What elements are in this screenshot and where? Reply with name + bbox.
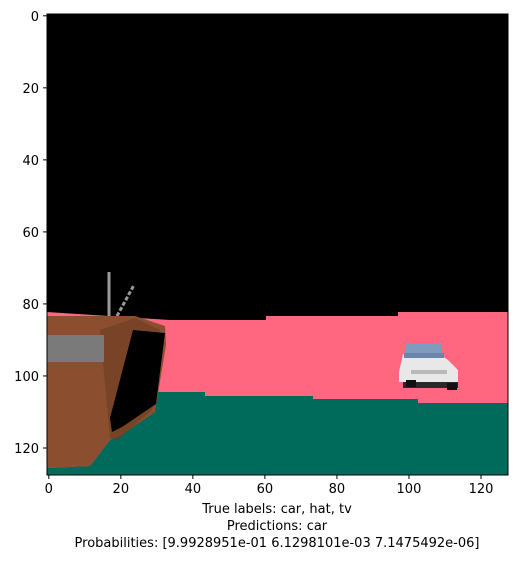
axes-frame <box>46 13 509 476</box>
car-wheel-front <box>406 380 416 387</box>
x-tick-label: 120 <box>469 482 494 497</box>
green-ground-region <box>47 392 508 475</box>
true-labels-text: True labels: car, hat, tv <box>202 502 352 517</box>
car-object <box>399 343 458 390</box>
x-tick-label: 40 <box>185 482 202 497</box>
y-tick-label: 80 <box>22 298 39 313</box>
tv-screen <box>110 330 165 432</box>
x-tick-label: 20 <box>113 482 130 497</box>
tv-side-panel <box>47 335 104 362</box>
y-tick-label: 40 <box>22 154 39 169</box>
scene-image <box>47 14 508 475</box>
y-tick-label: 60 <box>22 226 39 241</box>
predictions-text: Predictions: car <box>226 519 328 534</box>
y-tick-label: 100 <box>14 370 39 385</box>
probabilities-text: Probabilities: [9.9928951e-01 6.1298101e… <box>74 536 480 551</box>
tv-object <box>47 272 166 468</box>
y-tick-label: 120 <box>14 442 39 457</box>
car-window <box>405 343 441 354</box>
y-axis: 0 20 40 60 80 100 120 <box>14 10 47 457</box>
car-windshield <box>404 353 444 358</box>
x-tick-label: 0 <box>45 482 53 497</box>
x-tick-label: 100 <box>397 482 422 497</box>
x-axis: 0 20 40 60 80 100 120 <box>45 475 494 497</box>
car-bumper <box>411 370 447 374</box>
car-body <box>399 352 458 382</box>
car-wheel-rear <box>447 383 457 390</box>
y-tick-label: 0 <box>31 10 39 25</box>
y-tick-label: 20 <box>22 82 39 97</box>
x-tick-label: 80 <box>329 482 346 497</box>
x-tick-label: 60 <box>257 482 274 497</box>
